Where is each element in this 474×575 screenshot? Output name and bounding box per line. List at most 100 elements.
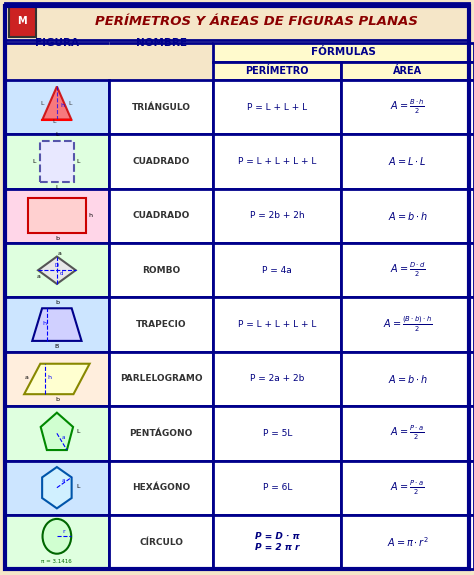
Text: D: D	[55, 263, 59, 269]
Text: h: h	[88, 213, 92, 218]
Text: $A = L \cdot L$: $A = L \cdot L$	[389, 155, 427, 167]
Polygon shape	[41, 413, 73, 450]
Text: $A = \frac{(B \cdot b) \cdot h}{2}$: $A = \frac{(B \cdot b) \cdot h}{2}$	[383, 315, 432, 335]
FancyBboxPatch shape	[5, 189, 109, 243]
Text: P = 4a: P = 4a	[263, 266, 292, 275]
FancyBboxPatch shape	[341, 297, 474, 352]
Circle shape	[43, 519, 71, 554]
Text: $A = b \cdot h$: $A = b \cdot h$	[388, 373, 428, 385]
FancyBboxPatch shape	[5, 406, 109, 461]
Text: L: L	[76, 430, 80, 434]
FancyBboxPatch shape	[109, 135, 213, 189]
Text: h: h	[43, 321, 46, 325]
Text: P = 6L: P = 6L	[263, 483, 292, 492]
FancyBboxPatch shape	[213, 135, 341, 189]
Text: P = 5L: P = 5L	[263, 429, 292, 438]
FancyBboxPatch shape	[341, 515, 474, 569]
Text: P = D · π
P = 2 π r: P = D · π P = 2 π r	[255, 532, 300, 552]
Text: FIGURA: FIGURA	[35, 38, 79, 48]
Text: L: L	[76, 159, 80, 164]
Text: L: L	[33, 159, 36, 164]
FancyBboxPatch shape	[213, 352, 341, 406]
FancyBboxPatch shape	[213, 406, 341, 461]
Text: ÁREA: ÁREA	[393, 66, 422, 76]
Text: ROMBO: ROMBO	[142, 266, 180, 275]
Text: P = 2a + 2b: P = 2a + 2b	[250, 374, 304, 384]
Text: L: L	[52, 118, 55, 124]
Polygon shape	[24, 364, 90, 394]
Text: a: a	[57, 251, 61, 256]
Text: d: d	[59, 271, 63, 276]
FancyBboxPatch shape	[213, 297, 341, 352]
Text: TRAPECIO: TRAPECIO	[136, 320, 186, 329]
Text: r: r	[63, 530, 65, 534]
FancyBboxPatch shape	[213, 243, 341, 297]
Text: FÓRMULAS: FÓRMULAS	[311, 47, 376, 58]
Text: CUADRADO: CUADRADO	[132, 212, 190, 220]
Text: L: L	[76, 484, 80, 489]
FancyBboxPatch shape	[213, 461, 341, 515]
Text: CUADRADO: CUADRADO	[132, 157, 190, 166]
FancyBboxPatch shape	[213, 43, 474, 62]
FancyBboxPatch shape	[5, 515, 109, 569]
Polygon shape	[28, 198, 86, 233]
Text: P = L + L + L + L: P = L + L + L + L	[238, 320, 317, 329]
Text: P = 2b + 2h: P = 2b + 2h	[250, 212, 305, 220]
Text: HEXÁGONO: HEXÁGONO	[132, 483, 190, 492]
Text: $A = \frac{D \cdot d}{2}$: $A = \frac{D \cdot d}{2}$	[390, 261, 426, 279]
FancyBboxPatch shape	[213, 189, 341, 243]
Text: a: a	[24, 375, 28, 380]
FancyBboxPatch shape	[109, 406, 213, 461]
Text: $A = \frac{P \cdot a}{2}$: $A = \frac{P \cdot a}{2}$	[391, 478, 425, 497]
Text: PENTÁGONO: PENTÁGONO	[129, 429, 193, 438]
FancyBboxPatch shape	[5, 80, 109, 135]
Text: $A = \pi \cdot r^2$: $A = \pi \cdot r^2$	[387, 535, 428, 549]
Text: L: L	[55, 132, 59, 137]
FancyBboxPatch shape	[5, 352, 109, 406]
Text: L: L	[69, 101, 73, 106]
Polygon shape	[40, 141, 74, 182]
Text: P = L + L + L: P = L + L + L	[247, 102, 307, 112]
FancyBboxPatch shape	[341, 352, 474, 406]
Text: b: b	[55, 300, 59, 305]
Polygon shape	[38, 256, 76, 284]
FancyBboxPatch shape	[341, 406, 474, 461]
FancyBboxPatch shape	[341, 189, 474, 243]
FancyBboxPatch shape	[109, 243, 213, 297]
Text: a: a	[36, 274, 40, 279]
Text: CÍRCULO: CÍRCULO	[139, 538, 183, 547]
FancyBboxPatch shape	[341, 62, 474, 80]
Text: $A = \frac{B \cdot h}{2}$: $A = \frac{B \cdot h}{2}$	[390, 98, 425, 116]
FancyBboxPatch shape	[5, 3, 469, 40]
FancyBboxPatch shape	[213, 515, 341, 569]
Text: a: a	[62, 478, 65, 483]
FancyBboxPatch shape	[109, 352, 213, 406]
FancyBboxPatch shape	[109, 515, 213, 569]
FancyBboxPatch shape	[109, 297, 213, 352]
FancyBboxPatch shape	[5, 297, 109, 352]
Text: b: b	[55, 236, 59, 241]
FancyBboxPatch shape	[213, 80, 341, 135]
Text: h: h	[61, 103, 64, 108]
FancyBboxPatch shape	[109, 189, 213, 243]
Text: $A = \frac{P \cdot a}{2}$: $A = \frac{P \cdot a}{2}$	[391, 424, 425, 442]
FancyBboxPatch shape	[341, 461, 474, 515]
FancyBboxPatch shape	[5, 243, 109, 297]
FancyBboxPatch shape	[109, 80, 213, 135]
Text: P = L + L + L + L: P = L + L + L + L	[238, 157, 317, 166]
Text: a: a	[62, 435, 65, 440]
Text: π = 3.1416: π = 3.1416	[41, 559, 72, 565]
FancyBboxPatch shape	[109, 461, 213, 515]
Polygon shape	[42, 86, 72, 120]
Text: h: h	[47, 375, 51, 380]
FancyBboxPatch shape	[341, 243, 474, 297]
Text: L: L	[55, 185, 59, 190]
Text: M: M	[18, 16, 27, 26]
Text: L: L	[41, 101, 44, 106]
Text: B: B	[55, 344, 59, 349]
FancyBboxPatch shape	[9, 6, 36, 37]
Text: b: b	[55, 397, 59, 402]
FancyBboxPatch shape	[341, 80, 474, 135]
Text: NOMBRE: NOMBRE	[136, 38, 187, 48]
FancyBboxPatch shape	[5, 135, 109, 189]
